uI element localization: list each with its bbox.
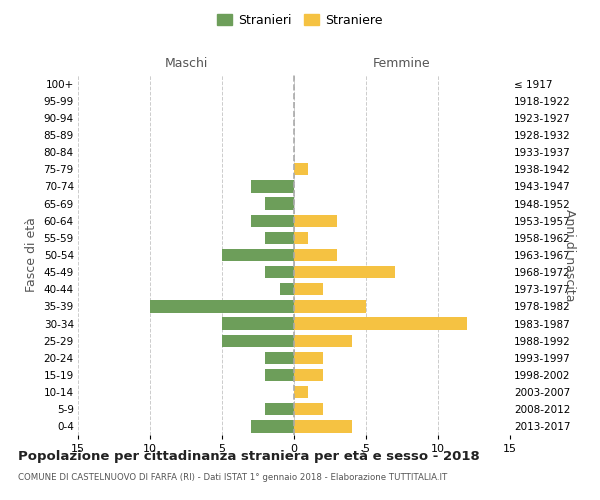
Bar: [251, 180, 294, 192]
Bar: [294, 403, 323, 415]
Text: Popolazione per cittadinanza straniera per età e sesso - 2018: Popolazione per cittadinanza straniera p…: [18, 450, 480, 463]
Bar: [294, 420, 352, 432]
Bar: [222, 249, 294, 261]
Bar: [265, 352, 294, 364]
Bar: [294, 163, 308, 175]
Bar: [265, 266, 294, 278]
Bar: [294, 300, 366, 312]
Legend: Stranieri, Straniere: Stranieri, Straniere: [212, 8, 388, 32]
Bar: [294, 369, 323, 381]
Text: Maschi: Maschi: [164, 57, 208, 70]
Bar: [265, 198, 294, 209]
Bar: [222, 334, 294, 347]
Bar: [280, 283, 294, 296]
Bar: [251, 420, 294, 432]
Text: Femmine: Femmine: [373, 57, 431, 70]
Bar: [294, 214, 337, 227]
Bar: [294, 266, 395, 278]
Bar: [222, 318, 294, 330]
Bar: [265, 369, 294, 381]
Bar: [251, 214, 294, 227]
Bar: [294, 283, 323, 296]
Bar: [265, 403, 294, 415]
Bar: [150, 300, 294, 312]
Bar: [294, 334, 352, 347]
Bar: [294, 232, 308, 244]
Bar: [294, 352, 323, 364]
Bar: [294, 249, 337, 261]
Bar: [294, 386, 308, 398]
Bar: [294, 318, 467, 330]
Y-axis label: Anni di nascita: Anni di nascita: [563, 209, 577, 301]
Text: COMUNE DI CASTELNUOVO DI FARFA (RI) - Dati ISTAT 1° gennaio 2018 - Elaborazione : COMUNE DI CASTELNUOVO DI FARFA (RI) - Da…: [18, 472, 447, 482]
Bar: [265, 232, 294, 244]
Y-axis label: Fasce di età: Fasce di età: [25, 218, 38, 292]
